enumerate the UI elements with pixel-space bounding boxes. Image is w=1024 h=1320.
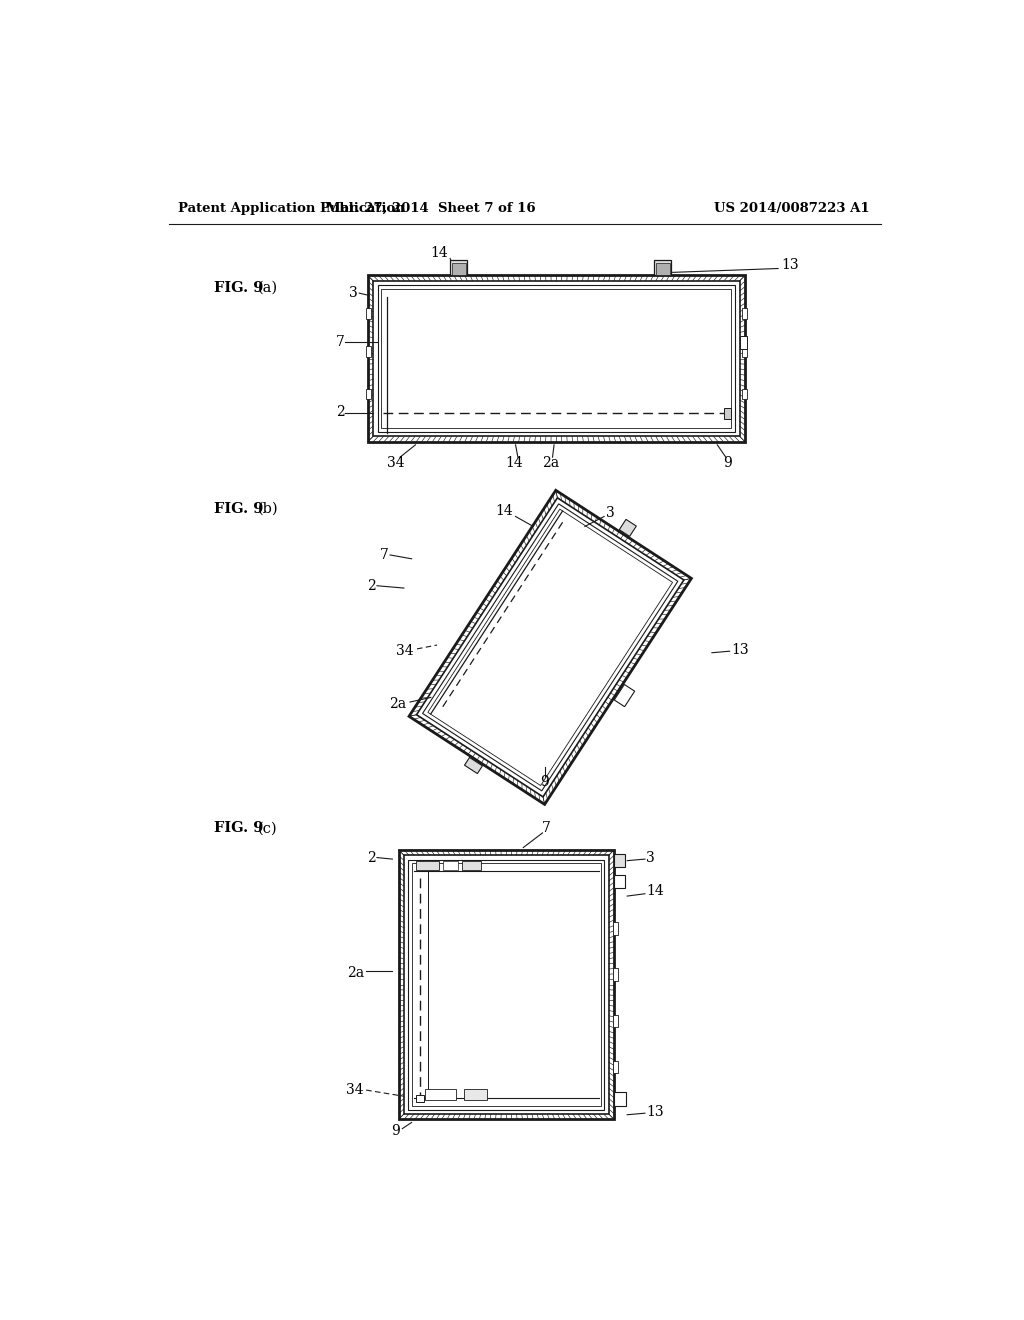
Bar	[612, 923, 617, 935]
Bar	[614, 854, 625, 867]
Text: 7: 7	[542, 821, 551, 836]
Bar	[654, 260, 671, 276]
Bar	[614, 875, 625, 888]
Bar	[612, 1061, 617, 1073]
Bar	[614, 1092, 627, 1106]
Text: 13: 13	[646, 1105, 665, 1118]
Bar	[742, 388, 746, 400]
Bar	[451, 260, 467, 276]
Text: FIG. 9: FIG. 9	[214, 821, 263, 836]
Text: 14: 14	[646, 884, 665, 899]
Text: FIG. 9: FIG. 9	[214, 502, 263, 516]
Text: 3: 3	[349, 286, 358, 300]
Text: 14: 14	[496, 504, 513, 517]
Text: 13: 13	[731, 643, 749, 656]
Text: 14: 14	[430, 246, 447, 260]
Bar	[452, 263, 466, 276]
Bar	[742, 308, 746, 318]
Text: Mar. 27, 2014  Sheet 7 of 16: Mar. 27, 2014 Sheet 7 of 16	[326, 202, 536, 215]
Bar	[655, 263, 670, 276]
Text: 2: 2	[368, 578, 376, 593]
Text: FIG. 9: FIG. 9	[214, 281, 263, 294]
Text: (b): (b)	[258, 502, 279, 516]
Bar	[462, 861, 481, 870]
Polygon shape	[614, 685, 635, 706]
Bar	[464, 1089, 487, 1100]
Text: Patent Application Publication: Patent Application Publication	[178, 202, 406, 215]
Bar	[425, 1089, 457, 1100]
Text: US 2014/0087223 A1: US 2014/0087223 A1	[714, 202, 869, 215]
Text: 9: 9	[723, 455, 732, 470]
Bar	[724, 408, 731, 418]
Text: 9: 9	[541, 775, 549, 789]
Text: 7: 7	[336, 335, 344, 348]
Text: 3: 3	[646, 850, 655, 865]
Bar	[367, 388, 371, 400]
Text: 2a: 2a	[347, 966, 364, 979]
Text: 7: 7	[380, 548, 389, 562]
Polygon shape	[620, 519, 636, 536]
Text: 3: 3	[606, 506, 615, 520]
Text: 34: 34	[396, 644, 414, 659]
Bar	[416, 1094, 424, 1102]
Text: 9: 9	[391, 1123, 400, 1138]
Bar	[416, 861, 439, 870]
Polygon shape	[465, 758, 482, 774]
Text: 34: 34	[387, 455, 406, 470]
Bar	[740, 335, 746, 350]
Text: 13: 13	[781, 257, 799, 272]
Bar	[742, 346, 746, 358]
Text: 34: 34	[346, 1084, 364, 1097]
Text: (a): (a)	[258, 281, 278, 294]
Text: (c): (c)	[258, 821, 278, 836]
Bar	[612, 1015, 617, 1027]
Text: 2a: 2a	[542, 455, 559, 470]
Text: 2: 2	[367, 850, 376, 865]
Bar	[367, 346, 371, 358]
Text: 14: 14	[505, 455, 523, 470]
Text: 2: 2	[336, 405, 344, 420]
Bar	[443, 861, 459, 870]
Bar	[612, 969, 617, 981]
Bar	[367, 308, 371, 318]
Text: 2a: 2a	[389, 697, 407, 710]
